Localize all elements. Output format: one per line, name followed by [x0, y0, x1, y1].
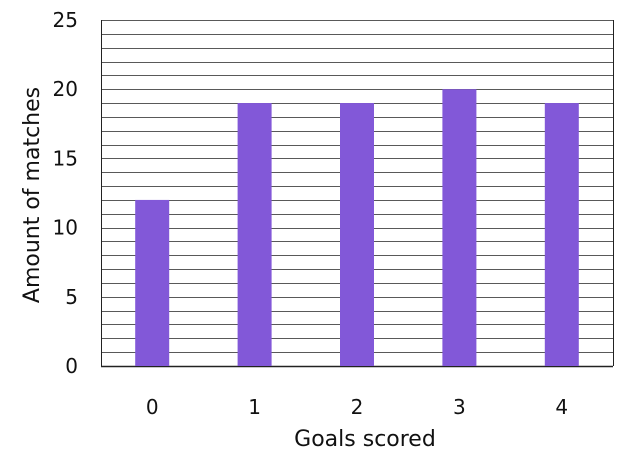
bar-3	[442, 89, 477, 366]
y-tick-label: 15	[53, 146, 78, 170]
bar-2	[340, 103, 374, 366]
x-axis-title: Goals scored	[294, 427, 436, 452]
x-tick-label: 3	[453, 395, 466, 419]
bars	[135, 89, 579, 366]
bar-1	[237, 103, 272, 366]
x-tick-labels: 0 1 2 3 4	[146, 395, 568, 419]
bar-4	[544, 103, 579, 366]
x-tick-label: 2	[351, 395, 364, 419]
y-tick-label: 20	[53, 77, 78, 101]
y-tick-label: 0	[65, 354, 78, 378]
x-tick-label: 0	[146, 395, 159, 419]
x-tick-label: 1	[248, 395, 261, 419]
y-tick-labels: 0 5 10 15 20 25	[53, 8, 78, 378]
y-tick-label: 10	[53, 216, 78, 240]
y-tick-label: 5	[65, 285, 78, 309]
bar-0	[135, 199, 170, 366]
x-tick-label: 4	[555, 395, 568, 419]
y-tick-label: 25	[53, 8, 78, 32]
y-axis-title: Amount of matches	[20, 87, 45, 303]
